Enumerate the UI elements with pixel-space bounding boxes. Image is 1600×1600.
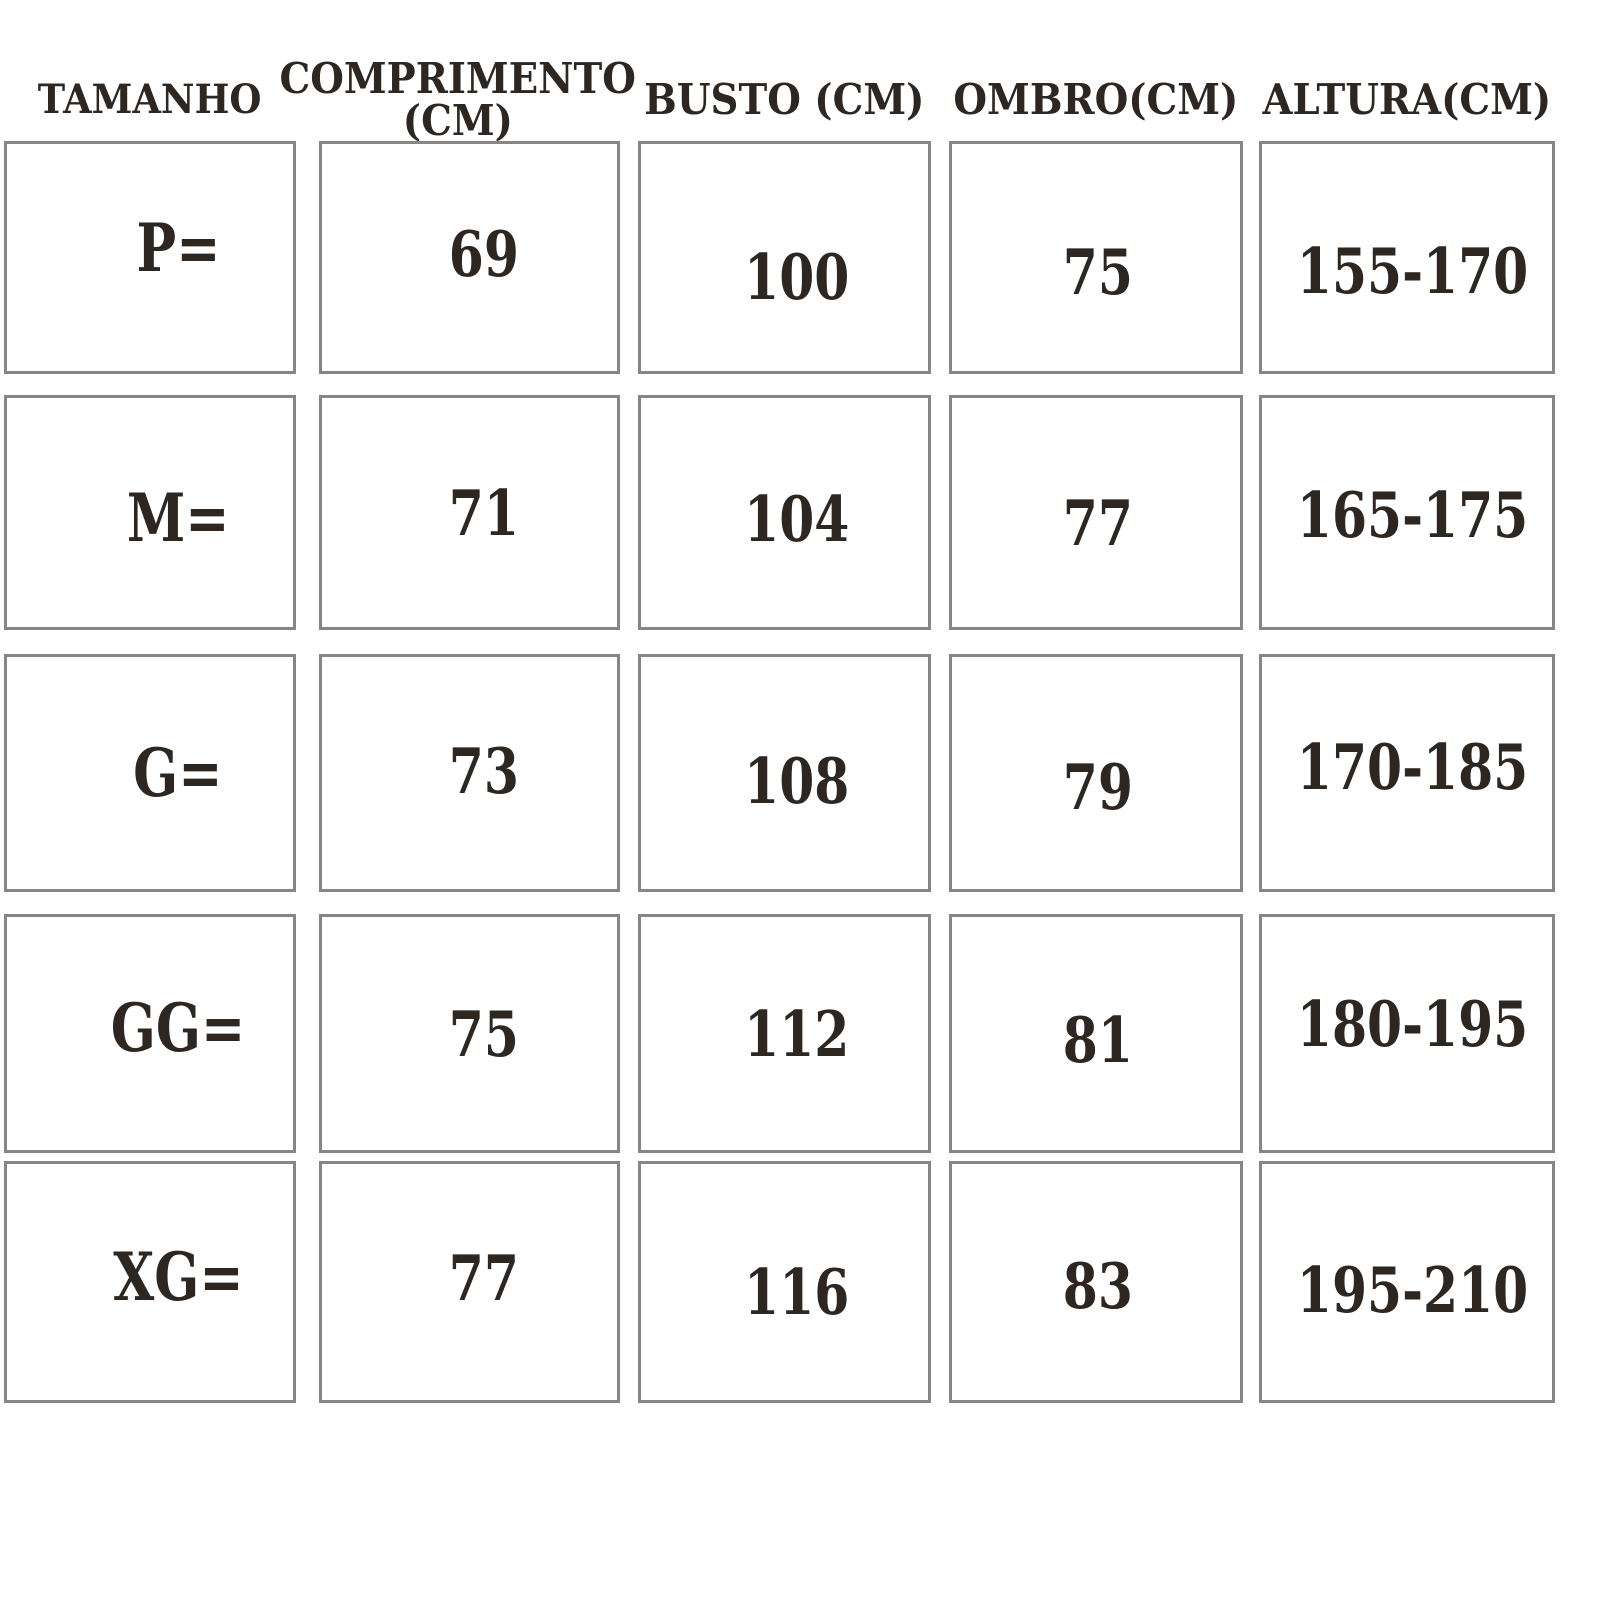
cell-g-comprimento: 73 — [319, 654, 620, 892]
cell-g-tamanho: G= — [4, 654, 296, 892]
column-header-tamanho: TAMANHO — [4, 44, 296, 156]
cell-xg-busto: 116 — [638, 1161, 931, 1403]
cell-m-altura: 165-175 — [1259, 395, 1555, 630]
cell-m-ombro: 77 — [949, 395, 1243, 630]
cell-xg-ombro: 83 — [949, 1161, 1243, 1403]
cell-m-tamanho: M= — [4, 395, 296, 630]
cell-g-ombro: 79 — [949, 654, 1243, 892]
column-header-label: COMPRIMENTO — [279, 54, 636, 103]
column-header-busto: BUSTO (CM) — [638, 44, 931, 156]
column-header-label: BUSTO (CM) — [644, 75, 925, 124]
cell-p-busto: 100 — [638, 141, 931, 374]
column-header-label: TAMANHO — [38, 76, 262, 123]
cell-g-busto: 108 — [638, 654, 931, 892]
cell-gg-altura: 180-195 — [1259, 914, 1555, 1153]
cell-m-busto: 104 — [638, 395, 931, 630]
cell-p-ombro: 75 — [949, 141, 1243, 374]
cell-p-tamanho: P= — [4, 141, 296, 374]
column-header-label: ALTURA(CM) — [1262, 75, 1552, 124]
cell-p-comprimento: 69 — [319, 141, 620, 374]
cell-gg-comprimento: 75 — [319, 914, 620, 1153]
column-header-comprimento: COMPRIMENTO (CM) — [279, 54, 636, 145]
column-header-label: OMBRO(CM) — [953, 75, 1239, 124]
cell-m-comprimento: 71 — [319, 395, 620, 630]
cell-xg-comprimento: 77 — [319, 1161, 620, 1403]
cell-gg-tamanho: GG= — [4, 914, 296, 1153]
cell-xg-altura: 195-210 — [1259, 1161, 1555, 1403]
cell-p-altura: 155-170 — [1259, 141, 1555, 374]
column-header-altura: ALTURA(CM) — [1259, 44, 1555, 156]
column-header-ombro: OMBRO(CM) — [949, 44, 1243, 156]
cell-gg-busto: 112 — [638, 914, 931, 1153]
cell-g-altura: 170-185 — [1259, 654, 1555, 892]
cell-gg-ombro: 81 — [949, 914, 1243, 1153]
cell-xg-tamanho: XG= — [4, 1161, 296, 1403]
